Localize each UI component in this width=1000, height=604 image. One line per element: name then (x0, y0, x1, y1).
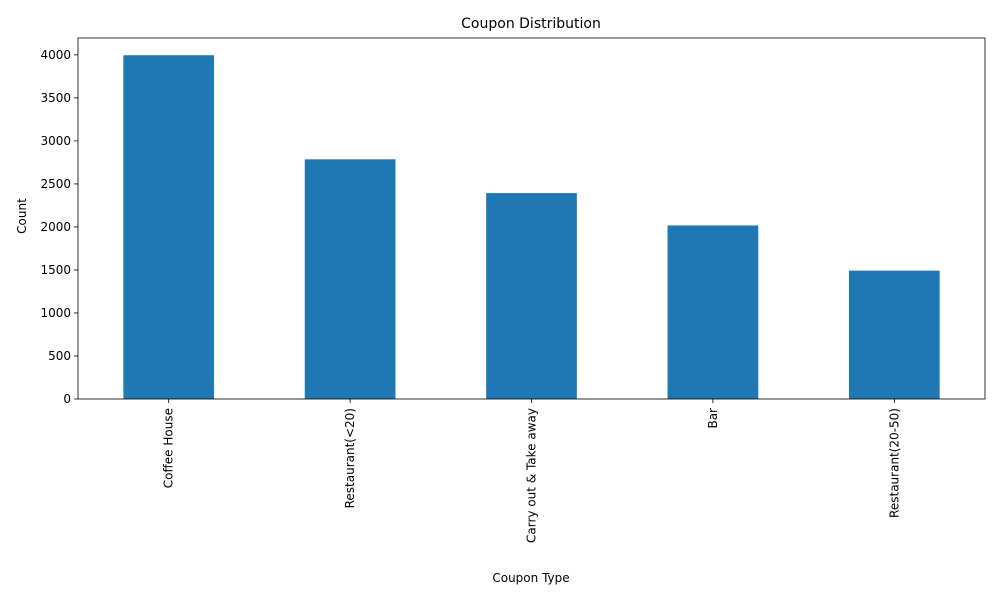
x-tick-label: Coffee House (162, 408, 176, 488)
x-tick-label: Restaurant(<20) (343, 408, 357, 508)
y-tick-label: 3000 (40, 134, 71, 148)
plot-frame (77, 37, 986, 400)
y-tick-label: 3500 (40, 91, 71, 105)
y-tick-label: 1500 (40, 263, 71, 277)
bar (667, 225, 759, 399)
x-tick-label: Restaurant(20-50) (887, 408, 901, 518)
bar (848, 270, 940, 399)
y-axis-label: Count (15, 198, 29, 234)
y-tick-label: 500 (48, 349, 71, 363)
chart-title: Coupon Distribution (461, 16, 601, 32)
y-tick-label: 4000 (40, 48, 71, 62)
y-tick-label: 2500 (40, 177, 71, 191)
y-tick-label: 1000 (40, 306, 71, 320)
bar (486, 193, 577, 399)
bar (123, 55, 215, 400)
x-tick-label: Bar (706, 408, 720, 429)
x-axis-label: Coupon Type (492, 571, 569, 585)
plot-area: Coffee House Restaurant(<20) Carry out & T… (40, 37, 986, 543)
x-tick-label: Carry out & Take away (525, 408, 539, 543)
y-tick-label: 0 (63, 392, 71, 406)
bar (304, 159, 396, 399)
y-tick-label: 2000 (40, 220, 71, 234)
